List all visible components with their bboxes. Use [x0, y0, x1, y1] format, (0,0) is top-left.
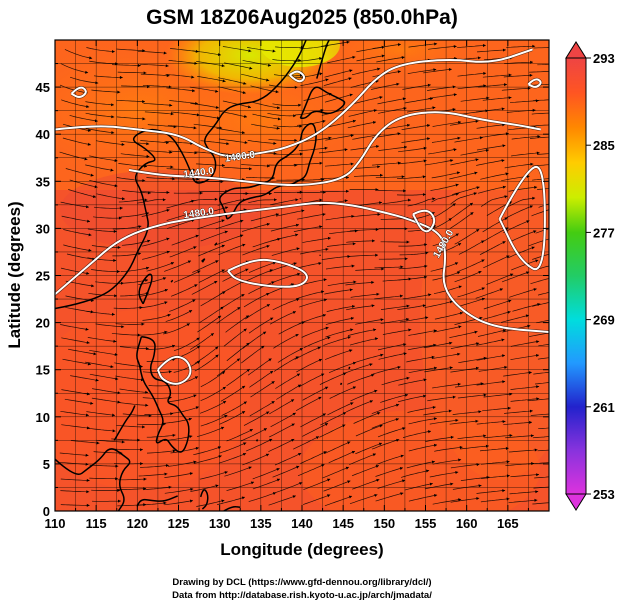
lat-lon-grid [55, 40, 549, 511]
contour-label-3: 1480.0 [183, 206, 215, 221]
credit-line-2: Data from http://database.rish.kyoto-u.a… [172, 590, 432, 601]
x-tick-label: 160 [456, 516, 478, 531]
x-tick-label: 130 [209, 516, 231, 531]
x-tick-label: 165 [497, 516, 519, 531]
credit-line-1: Drawing by DCL (https://www.gfd-dennou.o… [172, 577, 431, 588]
height-contour-6 [412, 209, 436, 233]
height-contour-2 [128, 111, 541, 187]
coastlines [55, 40, 351, 511]
y-tick-label: 30 [36, 221, 50, 236]
x-axis-ticks: 110 115 120 125 130 135 140 145 150 155 160 165 [45, 40, 529, 531]
x-axis-label: Longitude (degrees) [220, 540, 383, 559]
height-contour-7 [156, 355, 192, 385]
x-tick-label: 155 [415, 516, 437, 531]
x-tick-label: 140 [291, 516, 313, 531]
height-contours [55, 47, 549, 386]
x-tick-label: 150 [373, 516, 395, 531]
colorbar-tick-label: 285 [593, 138, 615, 153]
height-contour-8 [498, 165, 546, 271]
y-tick-label: 35 [36, 174, 50, 189]
contour-label-1: 1400.0 [224, 150, 256, 165]
colorbar-bottom-arrow [565, 493, 587, 511]
height-contour-1 [55, 48, 533, 158]
colorbar-tick-label: 269 [593, 313, 615, 328]
y-tick-label: 20 [36, 316, 50, 331]
x-tick-label: 115 [86, 516, 107, 531]
y-tick-label: 5 [43, 457, 50, 472]
height-contour-3 [55, 201, 549, 333]
colorbar-tick-label: 277 [593, 225, 615, 240]
y-tick-label: 40 [36, 127, 50, 142]
y-tick-label: 10 [36, 410, 50, 425]
x-tick-label: 125 [168, 516, 190, 531]
y-tick-label: 25 [36, 269, 50, 284]
x-tick-label: 120 [126, 516, 148, 531]
height-contour-9 [70, 86, 87, 98]
y-tick-label: 0 [43, 504, 50, 519]
colorbar-tick-label: 253 [593, 487, 615, 502]
x-tick-label: 135 [250, 516, 272, 531]
y-tick-label: 45 [36, 80, 50, 95]
colorbar-ticks: 293 285 277 269 261 253 [586, 51, 615, 502]
colorbar-tick-label: 293 [593, 51, 615, 66]
height-contour-10 [527, 78, 542, 88]
y-axis-ticks: 0 5 10 15 20 25 30 35 40 45 [36, 63, 549, 519]
contour-label-2: 1440.0 [183, 166, 215, 181]
y-axis-label: Latitude (degrees) [5, 201, 24, 348]
colorbar-tick-label: 261 [593, 400, 615, 415]
chart-title: GSM 18Z06Aug2025 (850.0hPa) [146, 6, 458, 29]
temperature-field [55, 40, 549, 511]
x-tick-label: 145 [332, 516, 354, 531]
height-contour-4 [288, 70, 306, 83]
colorbar-scale [565, 57, 587, 495]
x-tick-label: 110 [45, 516, 66, 531]
colorbar: 293 285 277 269 261 253 [565, 41, 615, 511]
y-tick-label: 15 [36, 363, 50, 378]
height-contour-5 [227, 258, 308, 288]
colorbar-top-arrow [565, 41, 587, 59]
